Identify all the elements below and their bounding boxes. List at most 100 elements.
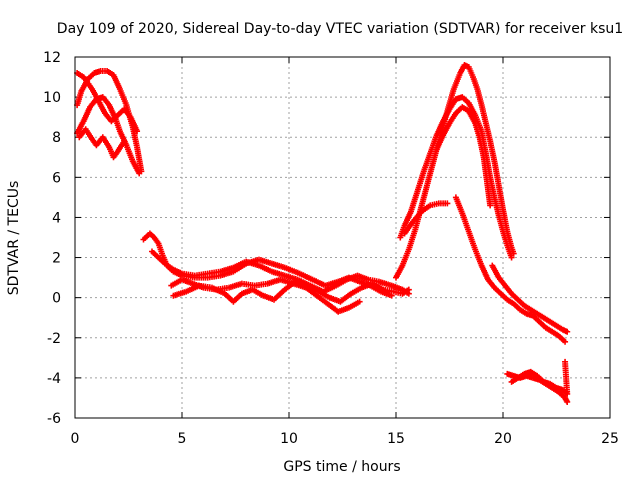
data-point-marker <box>540 314 552 324</box>
x-axis-label: GPS time / hours <box>283 459 400 475</box>
data-point-marker <box>491 284 503 296</box>
data-point-marker <box>414 170 427 195</box>
series-track-7 <box>168 276 412 305</box>
series-track-11 <box>433 104 494 209</box>
x-tick-label: 5 <box>178 431 187 447</box>
series-track-3 <box>74 94 143 177</box>
data-point-marker <box>559 326 569 335</box>
data-point-marker <box>508 375 520 385</box>
data-point-marker <box>393 264 405 281</box>
data-point-marker <box>161 260 175 272</box>
series-track-8 <box>170 278 363 315</box>
data-point-marker <box>418 203 432 215</box>
y-tick-label: 10 <box>43 90 61 106</box>
data-point-marker <box>249 286 265 298</box>
data-point-marker <box>123 102 136 129</box>
data-point-marker <box>508 244 516 255</box>
data-point-marker <box>527 368 539 378</box>
data-point-marker <box>74 90 84 109</box>
data-point-marker <box>333 277 348 289</box>
data-point-marker <box>251 281 269 289</box>
data-point-marker <box>369 280 385 292</box>
data-point-marker <box>515 371 526 381</box>
data-point-marker <box>230 292 244 305</box>
series-track-13 <box>452 194 569 345</box>
data-point-marker <box>553 322 565 332</box>
data-point-marker <box>87 97 99 111</box>
data-point-marker <box>564 328 571 335</box>
data-point-marker <box>324 300 340 314</box>
data-point-marker <box>459 94 471 105</box>
data-point-marker <box>491 158 502 187</box>
data-point-marker <box>238 287 254 297</box>
data-point-marker <box>408 190 420 215</box>
data-point-marker <box>309 276 327 288</box>
data-point-marker <box>264 277 282 287</box>
data-point-marker <box>547 318 558 328</box>
data-point-marker <box>82 126 95 141</box>
data-point-marker <box>549 328 560 338</box>
series-track-4 <box>76 126 128 161</box>
data-point-marker <box>134 144 144 173</box>
data-point-marker <box>444 200 451 207</box>
data-point-marker <box>405 286 412 293</box>
data-point-marker <box>268 268 286 278</box>
data-point-marker <box>226 281 244 291</box>
data-point-marker <box>536 318 548 330</box>
data-point-marker <box>129 158 142 175</box>
data-point-marker <box>521 302 533 312</box>
series-track-9 <box>393 62 517 281</box>
data-point-marker <box>534 372 546 384</box>
data-point-marker <box>209 284 226 296</box>
data-point-marker <box>465 100 478 117</box>
data-point-marker <box>465 108 478 125</box>
y-tick-label: -2 <box>47 331 61 347</box>
x-tick-label: 25 <box>601 431 619 447</box>
data-point-marker <box>99 134 112 149</box>
data-point-marker <box>183 283 201 295</box>
data-point-marker <box>446 97 458 113</box>
data-point-marker <box>487 202 494 209</box>
data-point-marker <box>313 292 329 306</box>
data-point-marker <box>170 289 188 299</box>
series-track-6 <box>149 248 412 297</box>
data-point-marker <box>281 279 297 293</box>
data-markers <box>74 62 571 405</box>
data-point-marker <box>114 139 127 155</box>
data-point-marker <box>136 170 143 177</box>
data-point-marker <box>547 380 558 390</box>
data-point-marker <box>440 121 452 139</box>
data-point-marker <box>268 260 286 270</box>
data-point-marker <box>260 292 276 302</box>
x-tick-label: 15 <box>387 431 405 447</box>
data-point-marker <box>497 290 509 302</box>
y-tick-label: 2 <box>52 251 61 267</box>
x-tick-label: 10 <box>280 431 298 447</box>
data-point-marker <box>425 156 437 185</box>
data-point-marker <box>110 149 120 161</box>
data-point-marker <box>487 174 497 199</box>
x-tick-label: 0 <box>71 431 80 447</box>
data-point-marker <box>555 332 567 344</box>
data-point-marker <box>271 288 287 303</box>
data-point-marker <box>562 361 571 397</box>
y-tick-label: 0 <box>52 291 61 307</box>
series-track-2 <box>74 68 145 175</box>
series-track-16 <box>508 358 571 397</box>
data-point-marker <box>427 134 439 157</box>
data-point-marker <box>316 288 331 300</box>
data-point-marker <box>410 210 424 225</box>
x-tick-label: 20 <box>494 431 512 447</box>
data-point-marker <box>542 324 554 334</box>
data-point-marker <box>348 285 363 297</box>
data-point-marker <box>495 182 506 211</box>
data-point-marker <box>478 128 489 155</box>
data-point-marker <box>508 254 515 261</box>
data-point-marker <box>564 398 571 405</box>
data-point-marker <box>446 111 458 127</box>
data-point-marker <box>517 306 528 316</box>
data-point-marker <box>97 68 108 74</box>
data-point-marker <box>281 264 301 276</box>
data-point-marker <box>74 70 85 80</box>
